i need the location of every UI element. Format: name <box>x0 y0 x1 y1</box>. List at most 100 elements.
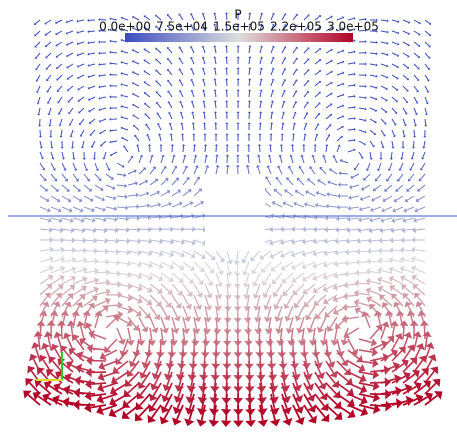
glyph-head <box>98 52 100 55</box>
glyph-shaft <box>386 185 392 190</box>
glyph-head <box>294 302 300 308</box>
glyph-shaft <box>172 157 174 163</box>
glyph-shaft <box>405 218 414 220</box>
glyph-shaft <box>414 130 415 136</box>
glyph-head <box>137 238 141 244</box>
glyph-head <box>225 295 232 300</box>
glyph-head <box>69 285 75 291</box>
glyph-shaft <box>288 179 293 185</box>
glyph-shaft <box>192 102 194 108</box>
glyph-head <box>159 340 168 346</box>
glyph-shaft <box>370 108 375 110</box>
glyph-head <box>106 269 110 276</box>
glyph-head <box>192 122 195 124</box>
glyph-head <box>402 147 405 149</box>
glyph-shaft <box>48 97 51 102</box>
glyph-shaft <box>111 41 117 42</box>
glyph-shaft <box>324 157 326 163</box>
glyph-head <box>335 227 339 233</box>
glyph-shaft <box>414 108 416 114</box>
glyph-shaft <box>134 126 139 130</box>
glyph-shaft <box>424 326 425 339</box>
glyph-shaft <box>290 168 293 174</box>
glyph-shaft <box>194 262 202 269</box>
glyph-head <box>109 62 111 65</box>
glyph-shaft <box>78 20 84 21</box>
glyph-shaft <box>106 229 115 230</box>
glyph-shaft <box>95 301 106 306</box>
glyph-head <box>127 271 132 278</box>
glyph-head <box>387 19 389 22</box>
glyph-shaft <box>271 102 272 108</box>
glyph-head <box>126 238 130 244</box>
glyph-shaft <box>227 317 228 330</box>
glyph-head <box>236 165 240 167</box>
glyph-shaft <box>40 152 42 158</box>
glyph-shaft <box>108 339 117 349</box>
glyph-shaft <box>117 185 125 186</box>
glyph-shaft <box>117 196 125 197</box>
glyph-head <box>366 258 370 265</box>
glyph-head <box>365 85 367 88</box>
glyph-shaft <box>370 75 376 76</box>
glyph-shaft <box>92 141 95 146</box>
glyph-head <box>87 30 89 33</box>
glyph-head <box>313 227 317 233</box>
glyph-shaft <box>226 405 227 421</box>
glyph-shaft <box>36 42 40 46</box>
glyph-head <box>269 144 272 146</box>
glyph-shaft <box>51 163 54 169</box>
glyph-shaft <box>284 216 293 218</box>
glyph-shaft <box>293 135 294 141</box>
glyph-shaft <box>172 168 176 174</box>
glyph-shaft <box>205 146 206 152</box>
colorbar-tick-label: 0.0e+00 <box>99 20 151 34</box>
glyph-head <box>357 238 361 244</box>
glyph-head <box>109 84 111 87</box>
glyph-shaft <box>335 328 337 341</box>
glyph-head <box>50 147 53 149</box>
glyph-shaft <box>183 295 189 305</box>
glyph-shaft <box>392 86 397 90</box>
glyph-shaft <box>117 218 126 219</box>
glyph-head <box>412 237 416 243</box>
glyph-head <box>203 111 206 113</box>
glyph-head <box>237 122 240 124</box>
glyph-shaft <box>337 127 342 130</box>
glyph-shaft <box>370 53 376 54</box>
glyph-head <box>98 63 100 66</box>
glyph-head <box>270 133 273 135</box>
glyph-shaft <box>203 80 205 86</box>
glyph-shaft <box>393 279 403 284</box>
glyph-shaft <box>203 58 205 64</box>
glyph-shaft <box>168 70 172 75</box>
glyph-head <box>127 249 131 255</box>
glyph-head <box>181 133 184 135</box>
glyph-shaft <box>425 20 430 24</box>
glyph-head <box>214 78 217 80</box>
glyph-shaft <box>403 64 408 68</box>
glyph-shaft <box>40 278 50 284</box>
glyph-shaft <box>416 229 425 230</box>
glyph-shaft <box>331 170 337 174</box>
glyph-shaft <box>390 163 392 169</box>
glyph-head <box>72 334 79 341</box>
colorbar-tick-label: 1.5e+05 <box>213 20 265 34</box>
glyph-shaft <box>287 191 293 196</box>
glyph-head <box>225 122 228 124</box>
glyph-shaft <box>145 50 150 53</box>
glyph-shaft <box>40 326 41 339</box>
glyph-head <box>49 227 53 233</box>
glyph-shaft <box>403 130 404 136</box>
glyph-head <box>225 12 228 14</box>
glyph-head <box>34 331 43 337</box>
glyph-shaft <box>293 81 296 86</box>
glyph-head <box>225 67 228 69</box>
glyph-head <box>180 340 189 346</box>
glyph-head <box>202 341 211 346</box>
glyph-shaft <box>191 48 194 53</box>
glyph-shaft <box>412 152 414 158</box>
glyph-head <box>57 320 66 326</box>
glyph-head <box>182 144 185 146</box>
glyph-head <box>154 314 161 320</box>
